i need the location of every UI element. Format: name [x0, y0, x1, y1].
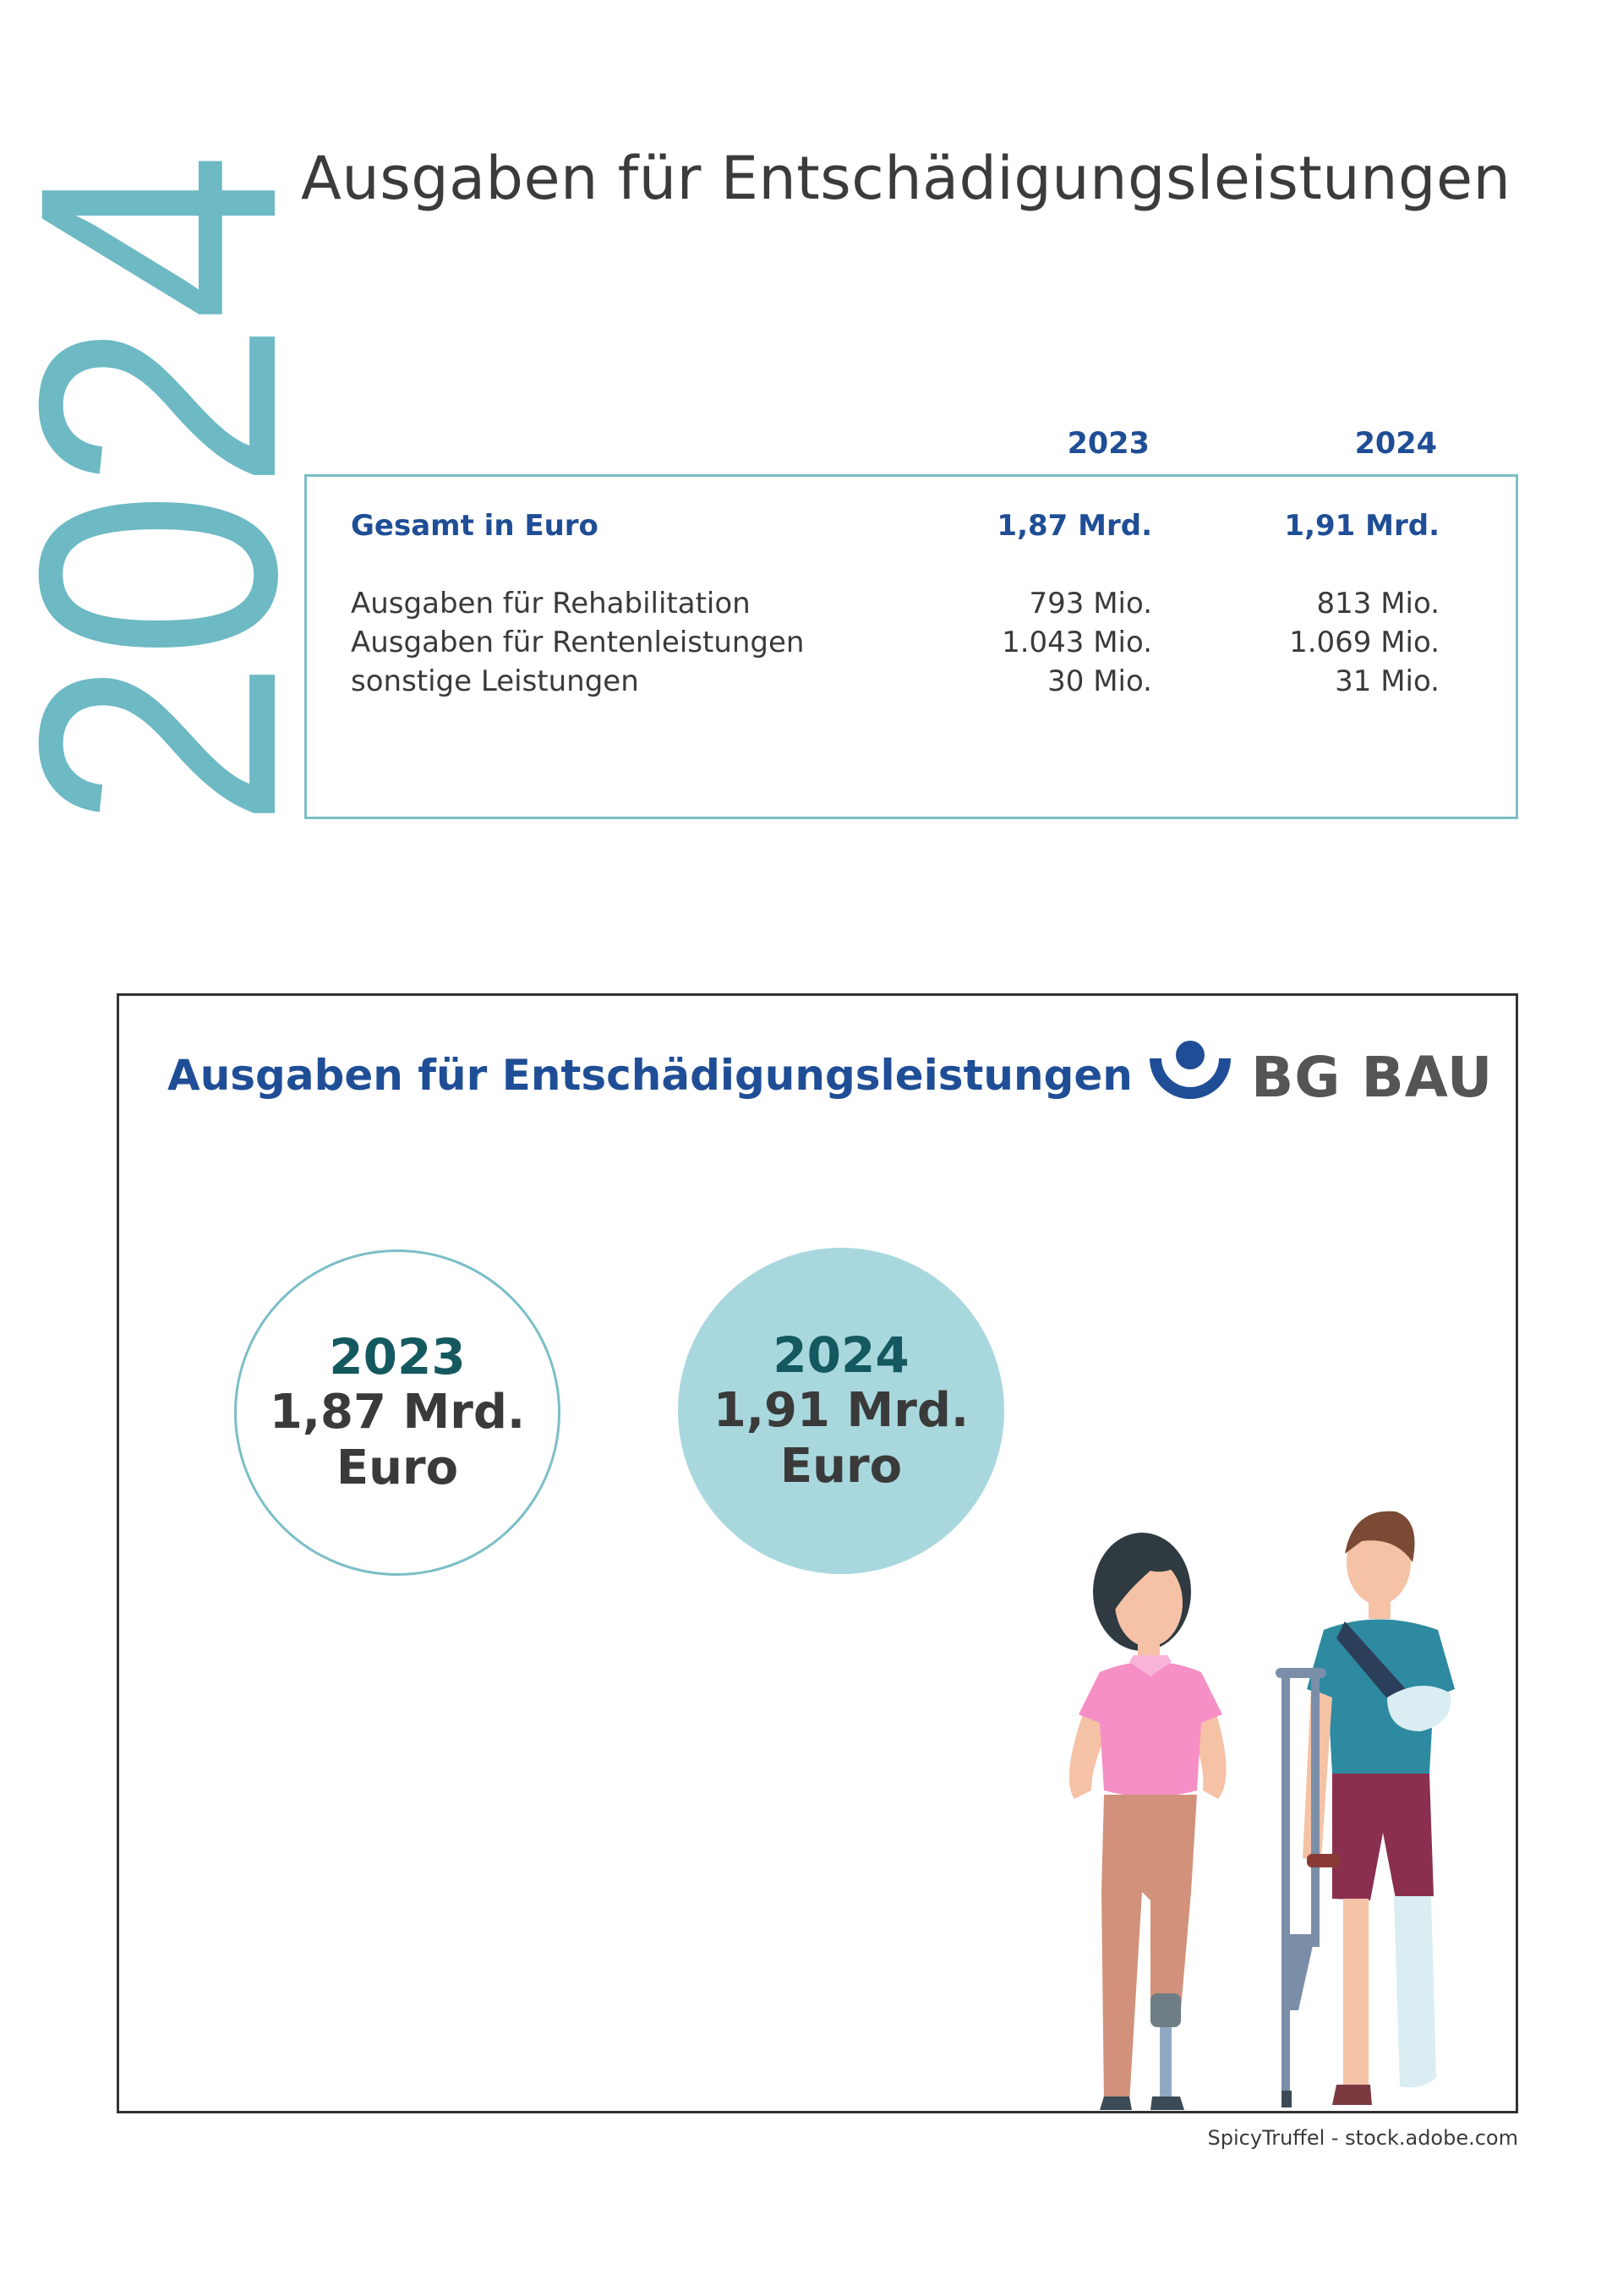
row-value-2024: 813 Mio. — [1316, 587, 1440, 620]
row-label: Ausgaben für Rentenleistungen — [351, 626, 805, 659]
circle-year: 2024 — [773, 1326, 910, 1384]
infographic-panel: Ausgaben für Entschädigungsleistungen BG… — [117, 993, 1518, 2113]
page-title: Ausgaben für Entschädigungsleistungen — [301, 144, 1511, 213]
row-label: Ausgaben für Rehabilitation — [351, 587, 751, 620]
logo-text: BG BAU — [1251, 1045, 1494, 1110]
expense-table: Gesamt in Euro 1,87 Mrd. 1,91 Mrd. Ausga… — [304, 474, 1518, 819]
table-row-rentenleistungen: Ausgaben für Rentenleistungen 1.043 Mio.… — [351, 626, 1516, 664]
circle-amount: 1,87 Mrd. — [269, 1384, 526, 1440]
row-value-2023: 1,87 Mrd. — [997, 509, 1152, 543]
table-row-sonstige: sonstige Leistungen 30 Mio. 31 Mio. — [351, 664, 1516, 703]
vertical-year: 2024 — [0, 135, 347, 845]
bg-bau-logo: BG BAU — [1146, 1038, 1492, 1114]
row-label: sonstige Leistungen — [351, 664, 639, 698]
bg-bau-logo-mark-icon — [1150, 1041, 1231, 1099]
circle-2023: 2023 1,87 Mrd. Euro — [234, 1249, 560, 1576]
row-value-2024: 1.069 Mio. — [1289, 626, 1440, 659]
table-row-total: Gesamt in Euro 1,87 Mrd. 1,91 Mrd. — [351, 509, 1516, 548]
row-value-2024: 31 Mio. — [1335, 664, 1440, 698]
woman-figure — [1068, 1533, 1227, 2110]
table-row-rehabilitation: Ausgaben für Rehabilitation 793 Mio. 813… — [351, 587, 1516, 626]
circle-2024: 2024 1,91 Mrd. Euro — [678, 1248, 1004, 1574]
circle-amount: 1,91 Mrd. — [713, 1382, 970, 1438]
column-header-2024: 2024 — [1354, 427, 1437, 461]
circle-unit: Euro — [779, 1438, 903, 1494]
injured-people-illustration — [1068, 1511, 1455, 2110]
row-value-2023: 30 Mio. — [1047, 664, 1152, 698]
row-label: Gesamt in Euro — [351, 509, 598, 543]
circle-year: 2023 — [329, 1327, 466, 1386]
man-figure — [1276, 1511, 1455, 2107]
image-credit: SpicyTruffel - stock.adobe.com — [1207, 2126, 1518, 2150]
circle-unit: Euro — [336, 1440, 459, 1495]
row-value-2023: 793 Mio. — [1029, 587, 1153, 620]
infographic-title: Ausgaben für Entschädigungsleistungen — [167, 1051, 1133, 1100]
column-header-2023: 2023 — [1067, 427, 1150, 461]
row-value-2024: 1,91 Mrd. — [1284, 509, 1440, 543]
row-value-2023: 1.043 Mio. — [1002, 626, 1152, 659]
vertical-year-text: 2024 — [25, 152, 304, 828]
